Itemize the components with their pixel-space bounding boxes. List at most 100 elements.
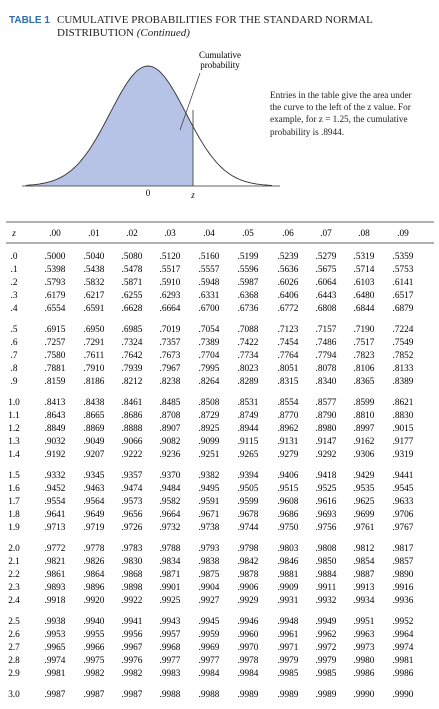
probability-cell: .9798 (238, 544, 259, 554)
table: z .00 .01 .02 .03 .04 .05 .06 .07 .08 .09 .0 .5000 .5… (8, 229, 414, 700)
probability-cell: .5675 (316, 265, 337, 275)
probability-cell: .9988 (199, 690, 220, 700)
probability-cell: .9957 (160, 630, 181, 640)
probability-cell: .9985 (278, 669, 299, 679)
probability-cell: .9985 (316, 669, 337, 679)
probability-cell: .9972 (316, 643, 337, 653)
probability-cell: .5000 (45, 252, 66, 262)
probability-cell: .8599 (354, 398, 375, 408)
probability-cell: .5040 (84, 252, 105, 262)
probability-cell: .8849 (45, 424, 66, 434)
callout-pointer (179, 72, 201, 131)
probability-cell: .9977 (199, 656, 220, 666)
probability-cell: .6664 (160, 304, 181, 314)
probability-cell: .9948 (278, 617, 299, 627)
probability-cell: .9871 (160, 570, 181, 580)
probability-cell: .9893 (45, 583, 66, 593)
probability-cell: .9066 (122, 437, 143, 447)
z-value: 1.5 (8, 471, 20, 481)
table-title: CUMULATIVE PROBABILITIES FOR THE STANDAR… (57, 14, 377, 40)
z-value: .0 (11, 252, 18, 262)
z-value: .4 (11, 304, 18, 314)
z-value: 1.0 (8, 398, 20, 408)
probability-cell: .9515 (278, 484, 299, 494)
probability-cell: .9788 (160, 544, 181, 554)
probability-cell: .9767 (393, 523, 414, 533)
probability-cell: .9861 (45, 570, 66, 580)
probability-cell: .9429 (354, 471, 375, 481)
probability-cell: .9986 (393, 669, 414, 679)
probability-cell: .8810 (354, 411, 375, 421)
probability-cell: .9236 (160, 450, 181, 460)
probability-cell: .9382 (199, 471, 220, 481)
probability-cell: .9936 (393, 596, 414, 606)
probability-cell: .7764 (278, 351, 299, 361)
z-label: z (190, 190, 195, 200)
probability-cell: .9929 (238, 596, 259, 606)
probability-cell: .6985 (122, 325, 143, 335)
probability-cell: .8289 (238, 377, 259, 387)
probability-cell: .9573 (122, 497, 143, 507)
column-header: z (11, 229, 16, 239)
probability-cell: .5910 (160, 278, 181, 288)
probability-cell: .7324 (122, 338, 143, 348)
probability-cell: .9441 (393, 471, 414, 481)
probability-cell: .9147 (316, 437, 337, 447)
probability-cell: .8238 (160, 377, 181, 387)
z-value: .7 (11, 351, 18, 361)
probability-cell: .7486 (316, 338, 337, 348)
probability-cell: .9857 (393, 557, 414, 567)
z-value: .9 (11, 377, 18, 387)
probability-cell: .9525 (316, 484, 337, 494)
probability-cell: .9920 (84, 596, 105, 606)
z-value: 1.2 (8, 424, 20, 434)
probability-cell: .9965 (45, 643, 66, 653)
probability-cell: .8980 (316, 424, 337, 434)
probability-cell: .9207 (84, 450, 105, 460)
probability-cell: .9719 (84, 523, 105, 533)
probability-cell: .9989 (238, 690, 259, 700)
probability-cell: .7995 (199, 364, 220, 374)
z-value: .3 (11, 291, 18, 301)
probability-cell: .9332 (45, 471, 66, 481)
probability-cell: .9793 (199, 544, 220, 554)
probability-cell: .9726 (122, 523, 143, 533)
probability-cell: .9987 (84, 690, 105, 700)
probability-cell: .9842 (238, 557, 259, 567)
probability-cell: .7054 (199, 325, 220, 335)
probability-cell: .8770 (278, 411, 299, 421)
probability-cell: .9131 (278, 437, 299, 447)
probability-cell: .8621 (393, 398, 414, 408)
probability-cell: .8944 (238, 424, 259, 434)
z-value: 1.7 (8, 497, 20, 507)
probability-cell: .9974 (393, 643, 414, 653)
column-header: .01 (88, 229, 100, 239)
probability-cell: .9887 (354, 570, 375, 580)
probability-cell: .9980 (354, 656, 375, 666)
probability-cell: .6700 (199, 304, 220, 314)
probability-cell: .8665 (84, 411, 105, 421)
probability-cell: .9370 (160, 471, 181, 481)
probability-cell: .9949 (316, 617, 337, 627)
probability-cell: .8365 (354, 377, 375, 387)
probability-cell: .9875 (199, 570, 220, 580)
probability-cell: .7422 (238, 338, 259, 348)
probability-cell: .9554 (45, 497, 66, 507)
probability-cell: .8159 (45, 377, 66, 387)
probability-cell: .6064 (316, 278, 337, 288)
probability-cell: .7257 (45, 338, 66, 348)
probability-cell: .7642 (122, 351, 143, 361)
column-header: .06 (282, 229, 294, 239)
probability-cell: .7088 (238, 325, 259, 335)
probability-cell: .9418 (316, 471, 337, 481)
probability-cell: .9974 (45, 656, 66, 666)
z-value: .6 (11, 338, 18, 348)
probability-cell: .5359 (393, 252, 414, 262)
column-header: .05 (242, 229, 254, 239)
probability-cell: .6026 (278, 278, 299, 288)
probability-cell: .6480 (354, 291, 375, 301)
probability-cell: .9756 (316, 523, 337, 533)
normal-curve (25, 65, 273, 186)
probability-cell: .9927 (199, 596, 220, 606)
